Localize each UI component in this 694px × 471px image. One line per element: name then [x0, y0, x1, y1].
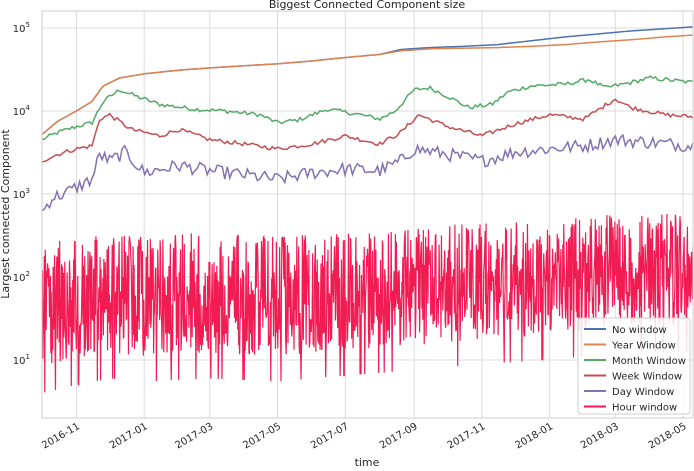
x-tick-label: 2017-11	[446, 421, 488, 451]
y-tick-base: 10	[13, 24, 26, 35]
y-tick-exponent: 2	[26, 270, 30, 278]
y-tick-base: 10	[13, 356, 26, 367]
y-tick-base: 10	[13, 190, 26, 201]
series-line-week-window	[41, 98, 694, 163]
x-tick-label: 2018-05	[647, 421, 689, 451]
legend-label-year-window: Year Window	[611, 341, 676, 352]
y-tick-exponent: 4	[26, 104, 31, 112]
series-line-day-window	[41, 133, 694, 212]
plot-frame	[41, 10, 694, 419]
x-tick-label: 2017-07	[309, 421, 351, 451]
y-axis-label: Largest connected Component	[0, 129, 12, 299]
legend-label-month-window: Month Window	[612, 356, 686, 367]
y-tick-exponent: 3	[26, 187, 30, 195]
x-tick-label: 2017-05	[241, 421, 283, 451]
x-tick-label: 2017-03	[174, 421, 216, 451]
series-line-year-window	[41, 34, 694, 136]
series-layer	[41, 26, 694, 393]
series-line-month-window	[41, 75, 694, 141]
legend-label-day-window: Day Window	[612, 387, 674, 398]
y-tick-label: 105	[13, 21, 30, 35]
y-tick-exponent: 1	[26, 353, 30, 361]
y-tick-label: 104	[13, 104, 31, 118]
x-tick-label: 2018-01	[513, 421, 555, 451]
x-tick-labels: 2016-11 2017-01 2017-03 2017-05 2017-07 2017-…	[40, 421, 688, 451]
x-tick-label: 2016-11	[40, 421, 82, 451]
y-tick-base: 10	[13, 273, 26, 284]
y-tick-label: 103	[13, 187, 30, 201]
legend-label-week-window: Week Window	[612, 372, 682, 383]
y-tick-label: 101	[13, 353, 30, 367]
y-tick-base: 10	[13, 107, 26, 118]
x-axis-label: time	[355, 456, 380, 469]
y-tick-label: 102	[13, 270, 30, 284]
chart-title: Biggest Connected Component size	[269, 0, 466, 11]
x-tick-label: 2017-01	[108, 421, 150, 451]
y-tick-exponent: 5	[26, 21, 30, 29]
legend-label-no-window: No window	[612, 325, 667, 336]
series-line-hour-window	[41, 213, 694, 393]
x-tick-label: 2018-03	[579, 421, 621, 451]
x-tick-label: 2017-09	[378, 421, 420, 451]
legend-label-hour-window: Hour window	[612, 403, 677, 414]
legend: No window Year Window Month Window Week Win…	[577, 317, 691, 415]
